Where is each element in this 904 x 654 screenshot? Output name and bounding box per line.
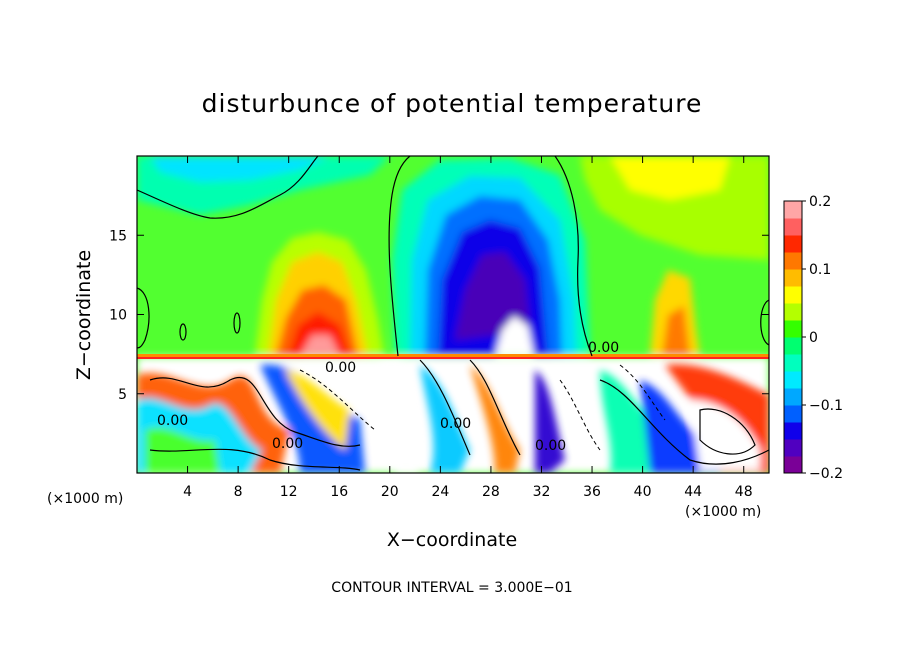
contour-cold-left	[388, 156, 411, 357]
y-tick-label: 10	[109, 308, 127, 324]
lower-cyan-24	[420, 365, 470, 473]
contour-label: 0.00	[272, 436, 303, 452]
colorbar-tick-label: 0	[809, 330, 818, 346]
y-tick-label: 15	[109, 228, 127, 244]
y-axis: 5 10 15	[109, 228, 769, 403]
cool-upper-left-core	[150, 156, 330, 182]
contour-right-edge	[760, 299, 769, 346]
chart-title: disturbunce of potential temperature	[202, 89, 703, 118]
x-tick-label: 44	[684, 484, 702, 500]
colorbar	[783, 200, 803, 474]
lower-orange-28	[470, 365, 520, 473]
y-axis-label: Z−coordinate	[73, 250, 95, 380]
colorbar-swatch	[784, 354, 802, 372]
colorbar-swatch	[784, 269, 802, 287]
colorbar-swatch	[784, 320, 802, 338]
x-axis: 4 8 12 16 20 24 28 32 36 40 44 48	[183, 156, 753, 500]
warm-upper-right-core	[610, 156, 730, 200]
colorbar-swatch	[784, 388, 802, 406]
y-tick-label: 5	[118, 387, 127, 403]
x-tick-label: 20	[381, 484, 399, 500]
colorbar-ticks: 0.2 0.1 0 −0.1 −0.2	[802, 194, 843, 482]
contour-left-edge	[137, 287, 150, 349]
lower-indigo-32	[535, 370, 565, 473]
colorbar-swatch	[784, 201, 802, 219]
warm-right-small-core	[662, 306, 690, 356]
colorbar-swatch	[784, 371, 802, 389]
colorbar-swatch	[784, 405, 802, 423]
x-unit-left: (×1000 m)	[47, 491, 123, 507]
x-tick-label: 32	[533, 484, 551, 500]
lower-yellow-mid	[285, 370, 350, 450]
colorbar-swatch	[784, 456, 802, 474]
cold-plume-notch	[495, 316, 534, 356]
cold-plume-core	[455, 252, 530, 340]
x-axis-label: X−coordinate	[387, 529, 517, 551]
colorbar-tick-label: −0.2	[809, 466, 843, 482]
colorbar-swatch	[784, 235, 802, 253]
contour-cold-right	[554, 156, 593, 357]
x-tick-label: 12	[280, 484, 298, 500]
colorbar-tick-label: 0.1	[809, 262, 831, 278]
contour-lower-1	[149, 377, 361, 447]
x-tick-label: 8	[234, 484, 243, 500]
contour-label: 0.00	[325, 360, 356, 376]
colorbar-swatch	[784, 303, 802, 321]
colorbar-tick-label: 0.2	[809, 194, 831, 210]
contour-label: 0.00	[588, 340, 619, 356]
contour-interval-note: CONTOUR INTERVAL = 3.000E−01	[331, 580, 572, 596]
x-tick-label: 40	[634, 484, 652, 500]
contour-label: 0.00	[440, 416, 471, 432]
x-tick-label: 4	[183, 484, 192, 500]
x-tick-label: 24	[431, 484, 449, 500]
colorbar-swatch	[784, 422, 802, 440]
contour-label: 0.00	[157, 413, 188, 429]
x-tick-label: 16	[330, 484, 348, 500]
colorbar-swatch	[784, 218, 802, 236]
x-tick-label: 48	[735, 484, 753, 500]
colorbar-swatch	[784, 252, 802, 270]
colorbar-swatch	[784, 337, 802, 355]
warm-plume-peak	[300, 335, 340, 356]
x-tick-label: 28	[482, 484, 500, 500]
colorbar-swatch	[784, 286, 802, 304]
x-tick-label: 36	[583, 484, 601, 500]
x-unit-right: (×1000 m)	[685, 504, 761, 520]
colorbar-tick-label: −0.1	[809, 398, 843, 414]
colorbar-swatch	[784, 439, 802, 457]
plot-area: 0.00 0.00 0.00 0.00 0.00 0.00	[137, 156, 769, 473]
contour-label: 0.00	[535, 438, 566, 454]
contour-upper-left	[137, 156, 319, 219]
